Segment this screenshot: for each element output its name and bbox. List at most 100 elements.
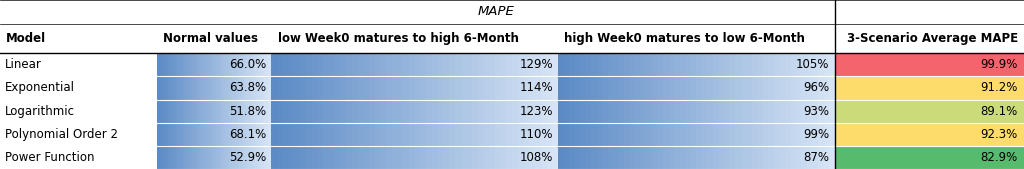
Bar	[188, 76, 193, 100]
Bar	[591, 123, 598, 146]
Text: 105%: 105%	[796, 58, 829, 71]
Bar	[210, 146, 213, 169]
Bar	[674, 53, 681, 76]
Bar	[664, 123, 670, 146]
Bar	[340, 53, 347, 76]
Text: 129%: 129%	[519, 58, 553, 71]
Bar	[214, 76, 217, 100]
Bar	[198, 123, 202, 146]
Bar	[495, 123, 502, 146]
Bar	[437, 76, 444, 100]
Bar	[713, 123, 720, 146]
Bar	[432, 53, 438, 76]
Bar	[489, 100, 496, 123]
Bar	[625, 76, 631, 100]
Bar	[225, 100, 228, 123]
Bar	[225, 123, 228, 146]
Bar	[812, 123, 819, 146]
Bar	[729, 100, 736, 123]
Bar	[340, 76, 347, 100]
Bar	[380, 76, 387, 100]
Bar	[240, 123, 243, 146]
Bar	[340, 146, 347, 169]
Text: 51.8%: 51.8%	[229, 105, 266, 118]
Text: 66.0%: 66.0%	[229, 58, 266, 71]
Bar	[802, 53, 808, 76]
Bar	[719, 76, 725, 100]
Bar	[696, 100, 702, 123]
Bar	[802, 100, 808, 123]
Bar	[415, 123, 422, 146]
Bar	[230, 53, 233, 76]
Bar	[262, 146, 265, 169]
Bar	[0, 123, 157, 146]
Bar	[409, 100, 416, 123]
Bar	[306, 146, 312, 169]
Bar	[246, 100, 250, 123]
Bar	[300, 123, 307, 146]
Bar	[182, 76, 185, 100]
Bar	[802, 146, 808, 169]
Bar	[752, 76, 758, 100]
Bar	[159, 146, 162, 169]
Bar	[807, 100, 813, 123]
Bar	[740, 53, 748, 76]
Bar	[421, 123, 427, 146]
Bar	[203, 146, 206, 169]
Bar	[392, 53, 398, 76]
Bar	[240, 100, 243, 123]
Bar	[784, 100, 792, 123]
Bar	[478, 146, 484, 169]
Bar	[569, 100, 575, 123]
Bar	[0, 24, 1024, 53]
Bar	[625, 146, 631, 169]
Bar	[501, 100, 508, 123]
Bar	[478, 53, 484, 76]
Bar	[260, 123, 263, 146]
Bar	[461, 100, 467, 123]
Bar	[443, 123, 451, 146]
Bar	[701, 123, 709, 146]
Bar	[364, 100, 370, 123]
Bar	[0, 0, 1024, 24]
Bar	[232, 53, 236, 76]
Bar	[179, 53, 183, 76]
Bar	[426, 123, 433, 146]
Bar	[258, 76, 261, 100]
Bar	[198, 53, 202, 76]
Bar	[646, 123, 653, 146]
Bar	[674, 76, 681, 100]
Bar	[574, 76, 582, 100]
Bar	[657, 146, 665, 169]
Bar	[719, 100, 725, 123]
Bar	[641, 100, 647, 123]
Bar	[724, 53, 730, 76]
Bar	[613, 100, 620, 123]
Bar	[768, 53, 775, 76]
Bar	[161, 146, 165, 169]
Bar	[244, 76, 247, 100]
Bar	[569, 76, 575, 100]
Bar	[289, 76, 295, 100]
Bar	[735, 100, 741, 123]
Bar	[346, 53, 352, 76]
Bar	[216, 76, 219, 100]
Bar	[613, 76, 620, 100]
Bar	[260, 146, 263, 169]
Bar	[512, 100, 519, 123]
Bar	[375, 146, 381, 169]
Bar	[335, 146, 341, 169]
Bar	[170, 76, 174, 100]
Bar	[168, 53, 171, 76]
Bar	[255, 123, 259, 146]
Bar	[294, 123, 301, 146]
Bar	[752, 53, 758, 76]
Bar	[380, 123, 387, 146]
Bar	[232, 100, 236, 123]
Bar	[586, 123, 592, 146]
Bar	[507, 76, 513, 100]
Bar	[719, 146, 725, 169]
Bar	[613, 146, 620, 169]
Bar	[774, 123, 780, 146]
Bar	[768, 146, 775, 169]
